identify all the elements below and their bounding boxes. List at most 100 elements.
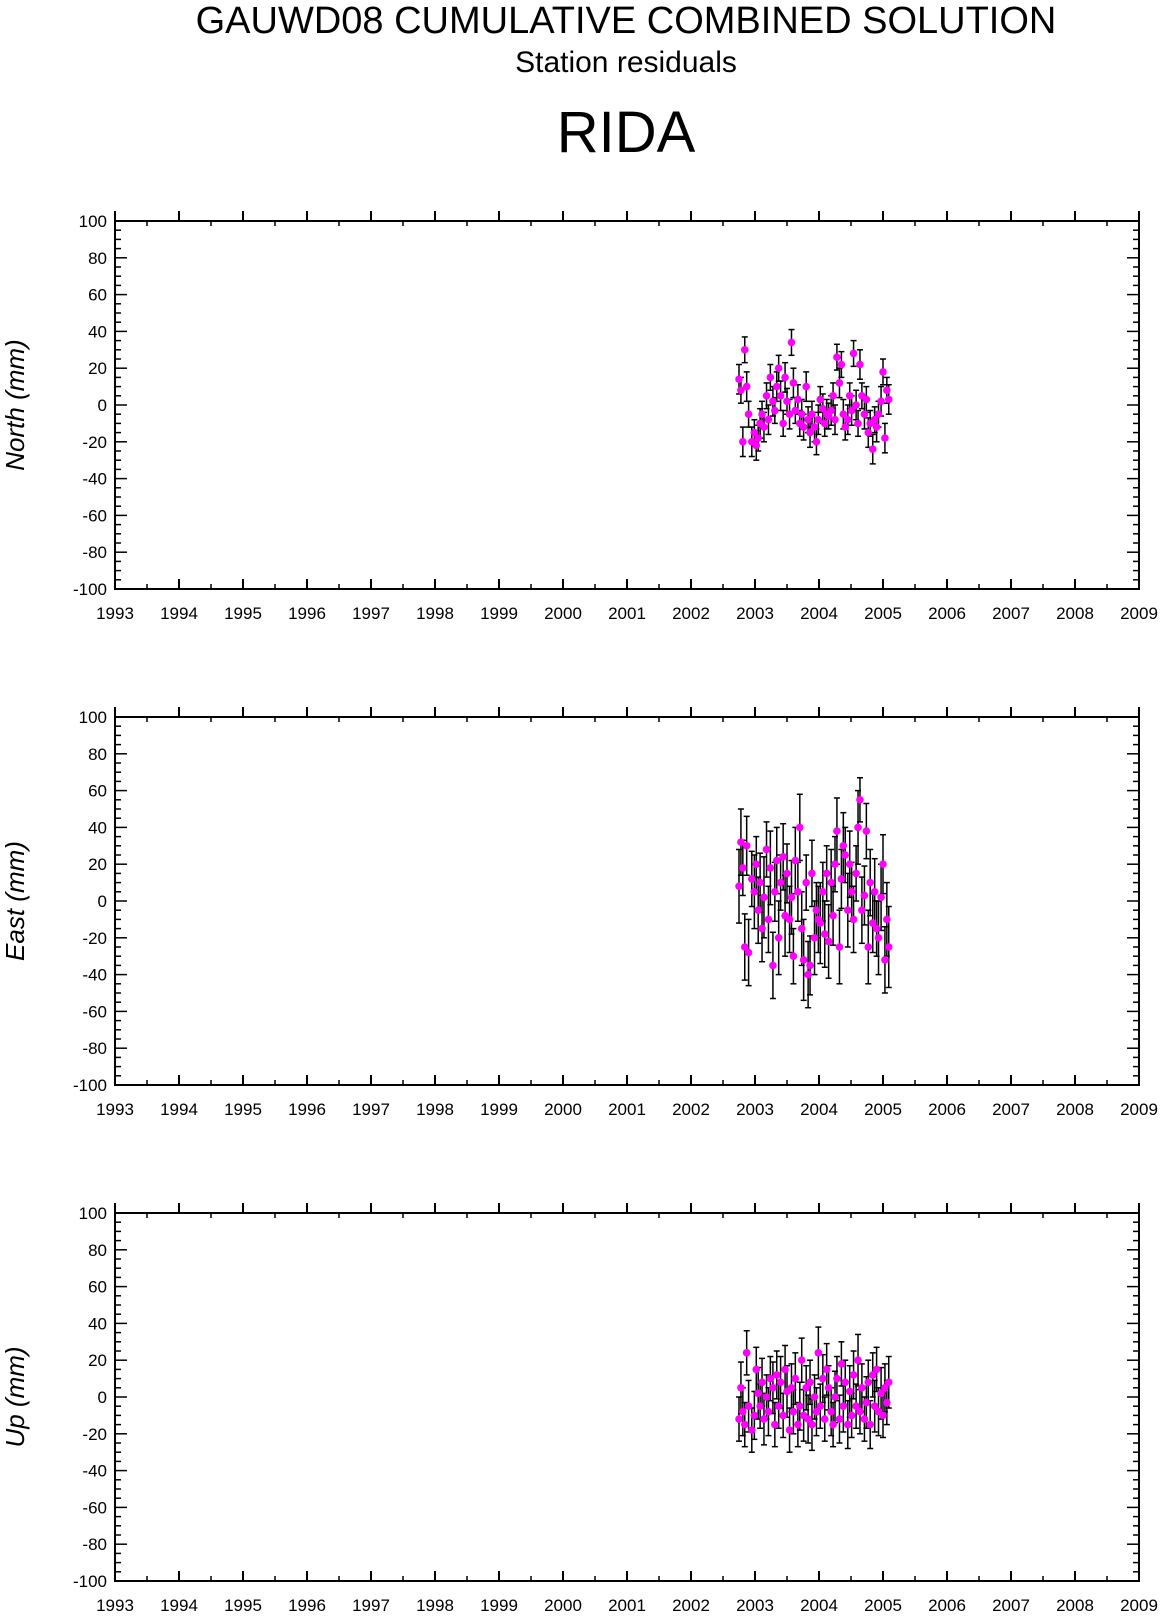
north-data-point [781, 373, 789, 382]
north-xtick-label: 2006 [928, 604, 966, 623]
up-data-point [864, 1378, 873, 1387]
station-name: RIDA [557, 100, 696, 165]
north-data-point [764, 415, 773, 424]
up-data-point [866, 1420, 874, 1429]
up-data-point [844, 1420, 852, 1429]
up-data-point [845, 1387, 854, 1396]
east-panel: East (mm) 100 80 60 40 20 0 -20 -40 -60 -80 -100 19… [0, 707, 1158, 1119]
north-data-point [772, 382, 781, 391]
up-xtick-label: 2006 [928, 1596, 966, 1615]
north-data-point [870, 415, 879, 424]
east-ytick-label: 0 [98, 892, 107, 911]
east-data-point [758, 924, 766, 933]
north-xtick-label: 2009 [1120, 604, 1158, 623]
north-data-point [744, 410, 753, 419]
east-data-point [858, 906, 866, 914]
north-data-point [814, 415, 823, 424]
east-xtick-label: 1999 [480, 1100, 518, 1119]
east-data-point [822, 869, 831, 878]
up-data-point [789, 1407, 798, 1416]
up-data-point [827, 1407, 835, 1416]
north-data-point [794, 395, 802, 404]
up-data-point [796, 1402, 804, 1410]
up-data-point [740, 1420, 749, 1429]
north-data-point [754, 434, 762, 442]
east-data-point [735, 882, 743, 891]
up-ytick-label: 20 [88, 1351, 107, 1370]
east-data-point [812, 906, 821, 914]
east-data-point [766, 864, 775, 872]
north-data-point [868, 445, 877, 453]
up-ytick-label: 40 [88, 1314, 107, 1333]
north-data-point [847, 406, 856, 415]
figure-subtitle: Station residuals [515, 46, 737, 79]
east-data-point [852, 869, 860, 878]
north-data-point [883, 386, 891, 395]
up-data-point [884, 1378, 893, 1387]
north-data-point [837, 360, 846, 369]
up-data-point [872, 1365, 881, 1374]
figure-title: GAUWD08 CUMULATIVE COMBINED SOLUTION [196, 0, 1057, 42]
east-plot-frame [114, 716, 1140, 1086]
north-ytick-label: 80 [88, 249, 107, 268]
east-data-point [802, 878, 810, 887]
up-data-point [760, 1415, 768, 1423]
up-xtick-label: 1999 [480, 1596, 518, 1615]
up-data-point [881, 1384, 889, 1392]
up-data-point [791, 1374, 800, 1383]
east-data-point [844, 906, 852, 914]
north-data-point [769, 397, 777, 406]
up-data-point [831, 1393, 839, 1401]
north-data-point [839, 410, 848, 419]
east-data-point [799, 956, 808, 964]
north-data-point [785, 410, 794, 419]
north-data-point [787, 338, 796, 347]
up-ytick-label: 60 [88, 1278, 107, 1297]
north-data-point [802, 382, 810, 391]
north-xtick-label: 2001 [608, 604, 646, 623]
up-data-point [748, 1426, 756, 1434]
east-data-point [756, 878, 764, 887]
up-data-point [816, 1402, 825, 1410]
east-data-point [762, 845, 771, 854]
up-xtick-label: 2005 [864, 1596, 902, 1615]
north-data-point [779, 419, 787, 428]
up-data-point [839, 1402, 848, 1410]
north-data-point [752, 441, 761, 450]
east-xtick-label: 2000 [544, 1100, 582, 1119]
east-data-point [783, 869, 791, 878]
up-data-point [822, 1365, 831, 1374]
east-data-point [740, 943, 749, 951]
up-data-point [756, 1402, 764, 1410]
north-data-point [879, 368, 887, 376]
east-data-point [829, 911, 837, 920]
up-ytick-label: 0 [98, 1388, 107, 1407]
north-data-point [841, 423, 850, 431]
up-ytick-label: -60 [82, 1498, 107, 1517]
up-data-point [852, 1402, 860, 1410]
north-data-point [737, 386, 745, 395]
up-data-point [812, 1407, 821, 1416]
up-data-point [814, 1349, 823, 1357]
east-data-point [752, 860, 761, 868]
north-data-point [820, 419, 829, 428]
east-data-point [872, 924, 881, 933]
north-plot-frame [114, 220, 1140, 590]
north-xtick-label: 2000 [544, 604, 582, 623]
up-ytick-label: 80 [88, 1241, 107, 1260]
north-data-point [862, 395, 871, 404]
up-data-point [841, 1378, 850, 1387]
north-data-point [742, 382, 751, 391]
up-data-point [879, 1411, 887, 1420]
east-ytick-label: 60 [88, 782, 107, 801]
east-xtick-label: 1997 [352, 1100, 390, 1119]
north-xtick-label: 1998 [416, 604, 454, 623]
up-xtick-label: 2000 [544, 1596, 582, 1615]
up-xtick-label: 1998 [416, 1596, 454, 1615]
east-xtick-label: 1995 [224, 1100, 262, 1119]
up-data-point [735, 1415, 743, 1423]
east-ytick-label: -60 [82, 1002, 107, 1021]
north-ytick-label: 100 [79, 212, 107, 231]
up-data-point [744, 1402, 753, 1410]
east-data-point [779, 853, 787, 861]
